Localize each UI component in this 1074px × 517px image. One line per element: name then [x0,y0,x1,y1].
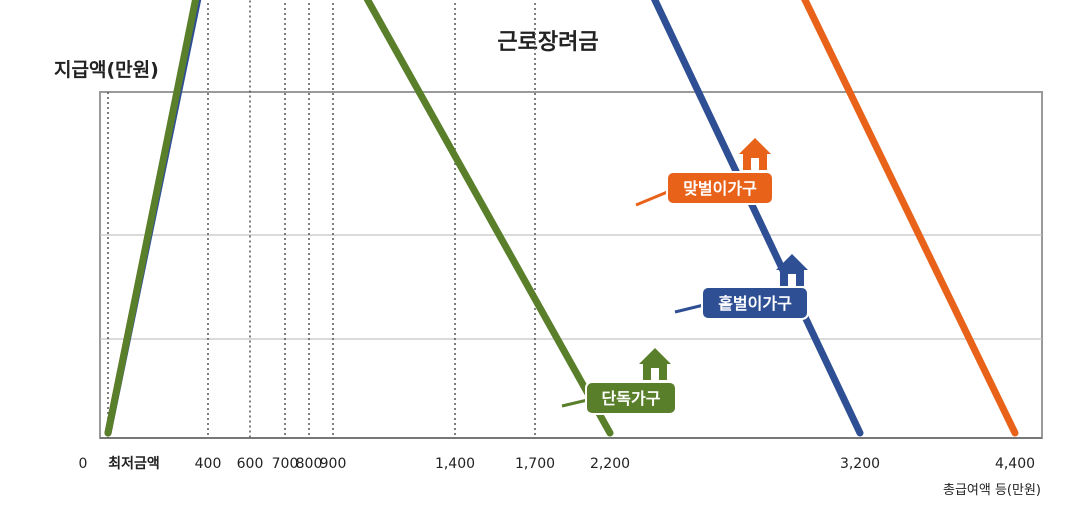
x-tick-label-900: 900 [320,456,347,472]
series-line-1 [104,0,864,437]
house-icon [739,138,771,170]
x-tick-label-600: 600 [237,456,264,472]
x-tick-label-400: 400 [195,456,222,472]
x-origin-label: 0 [79,456,88,472]
legend-badge-2 [585,381,677,415]
x-tick-label-4400: 4,400 [995,456,1035,472]
x-tick-label-800: 800 [296,456,323,472]
legend-label-0: 맞벌이가구 [683,179,757,198]
x-min-label: 최저금액 [108,455,160,472]
chart-title: 근로장려금 [497,30,598,55]
plot-frame [99,91,1043,439]
x-tick-label-3200: 3,200 [840,456,880,472]
x-tick-label-1400: 1,400 [435,456,475,472]
legend-label-1: 홑벌이가구 [718,294,792,313]
house-door [788,274,796,286]
y-axis-label: 지급액(만원) [54,59,159,81]
x-axis-label: 총급여액 등(만원) [943,483,1041,498]
house-icon [776,254,808,286]
x-tick-label-700: 700 [272,456,299,472]
house-icon [639,348,671,380]
series-line-2 [104,0,614,437]
legend-label-2: 단독가구 [602,389,661,408]
house-door [751,158,759,170]
legend-badge-1 [701,286,809,320]
x-tick-label-1700: 1,700 [515,456,555,472]
x-tick-label-2200: 2,200 [590,456,630,472]
house-door [651,368,659,380]
legend-badge-0 [666,171,774,205]
series-line-0 [104,0,1019,437]
